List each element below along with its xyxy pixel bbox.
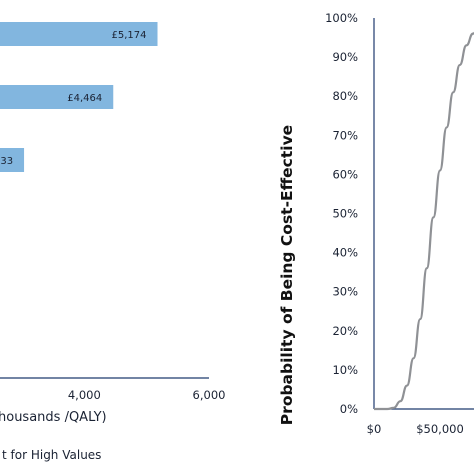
line-y-tick-label-9: 80% [332, 89, 358, 103]
line-y-tick-label-1: 0% [340, 402, 358, 416]
line-points [373, 33, 474, 410]
line-y-tick-label-10: 90% [332, 50, 358, 64]
bar-2 [0, 85, 114, 109]
bar-1 [0, 22, 158, 46]
bar-3-value-label: 033 [0, 156, 13, 167]
line-y-tick-label-4: 30% [332, 285, 358, 299]
line-x-ticks: $0 $50,000 [367, 422, 464, 436]
line-y-axis-title: Probability of Being Cost-Effective [278, 125, 296, 425]
line-y-tick-label-5: 40% [332, 246, 358, 260]
line-chart: Probability of Being Cost-Effective 0% 10… [278, 11, 474, 436]
line-y-tick-label-6: 50% [332, 207, 358, 221]
line-y-tick-label-7: 60% [332, 167, 358, 181]
bar-1-value-label: £5,174 [112, 30, 147, 41]
line-y-tick-label-11: 100% [325, 11, 358, 25]
line-x-tick-label-1: $0 [367, 422, 382, 436]
legend-text: t for High Values [2, 448, 101, 462]
line-series-1 [374, 31, 474, 411]
line-x-tick-label-2: $50,000 [416, 422, 464, 436]
line-y-tick-label-3: 20% [332, 324, 358, 338]
bar-3 [0, 148, 25, 172]
line-y-tick-label-2: 10% [332, 363, 358, 377]
line-y-tick-label-8: 70% [332, 128, 358, 142]
line-y-ticks: 0% 10% 20% 30% 40% 50% 60% 70% 80% 90% 100% [325, 11, 358, 416]
bar-x-tick-label-2: 4,000 [68, 388, 101, 402]
bar-2-value-label: £4,464 [67, 93, 102, 104]
bar-x-tick-label-3: 6,000 [193, 388, 226, 402]
bars-group: £5,174£4,46403378 [0, 22, 158, 172]
bar-x-axis-title: housands /QALY) [0, 410, 107, 425]
